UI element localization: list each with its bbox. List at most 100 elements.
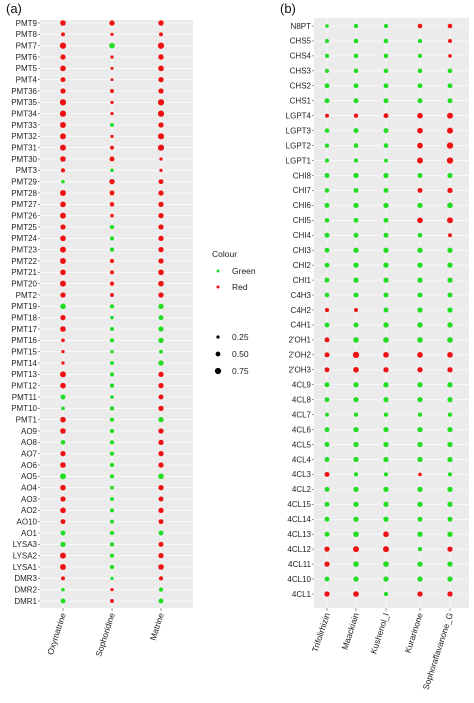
- row-label-pmt13: PMT13: [11, 370, 37, 379]
- point-ao2-oxymatrine: [60, 507, 66, 514]
- row-label-chi3: CHI3: [293, 246, 312, 255]
- point-2-oh3-kurarinone: [417, 367, 423, 373]
- point-ao6-sophoridine: [109, 462, 115, 468]
- row-label-pmt9: PMT9: [16, 19, 38, 28]
- point-4cl10-trifolirhizin: [324, 576, 330, 582]
- point-chi7-kushenol-i: [383, 187, 389, 193]
- panel-a-column-labels: Oxymatrine Sophoridine Matrine: [45, 608, 166, 658]
- point-c4h2-kushenol-i: [383, 307, 389, 313]
- point-ao4-oxymatrine: [60, 484, 66, 491]
- row-label-dmr1: DMR1: [14, 597, 37, 606]
- row-label-chi4: CHI4: [293, 231, 312, 240]
- point-chs1-maackiain: [353, 98, 359, 104]
- point-lgpt4-maackiain: [353, 113, 359, 118]
- point-ao8-oxymatrine: [60, 440, 66, 445]
- point-pmt14-oxymatrine: [61, 361, 65, 365]
- point-dmr1-matrine: [158, 598, 164, 604]
- point-4cl6-maackiain: [353, 426, 359, 433]
- point-4cl14-sophoraflavanone-g: [447, 516, 453, 522]
- point-pmt11-matrine: [158, 394, 164, 400]
- row-label-2-oh2: 2'OH2: [289, 351, 312, 360]
- row-label-n8pt: N8PT: [291, 22, 312, 31]
- point-4cl10-kushenol-i: [383, 576, 389, 582]
- point-pmt24-oxymatrine: [60, 235, 66, 242]
- point-ao8-sophoridine: [109, 440, 115, 445]
- point-lysa2-oxymatrine: [60, 552, 66, 559]
- point-dmr2-matrine: [158, 587, 164, 592]
- row-label-ao2: AO2: [21, 506, 38, 515]
- panel-b-points: [324, 23, 454, 597]
- point-chs1-kushenol-i: [383, 98, 389, 104]
- point-lgpt1-kushenol-i: [384, 158, 388, 163]
- point-pmt16-matrine: [158, 337, 164, 343]
- point-n8pt-kushenol-i: [383, 23, 389, 29]
- point-4cl11-trifolirhizin: [324, 561, 330, 567]
- point-ao3-matrine: [158, 496, 164, 502]
- point-pmt17-matrine: [158, 326, 164, 332]
- point-4cl3-maackiain: [353, 472, 359, 477]
- point-2-oh2-kushenol-i: [383, 352, 389, 358]
- point-ao7-matrine: [158, 451, 164, 457]
- point-ao10-matrine: [158, 519, 164, 525]
- panel-a-tag: (a): [6, 1, 22, 16]
- point-4cl6-sophoraflavanone-g: [447, 426, 453, 433]
- point-pmt9-oxymatrine: [60, 20, 66, 26]
- point-pmt1-matrine: [158, 417, 164, 423]
- point-chs5-trifolirhizin: [324, 38, 330, 44]
- point-pmt18-oxymatrine: [60, 315, 66, 321]
- row-label-lgpt2: LGPT2: [286, 141, 312, 150]
- point-pmt4-sophoridine: [110, 78, 114, 82]
- point-4cl6-kurarinone: [417, 426, 423, 433]
- point-chi7-kurarinone: [417, 187, 423, 193]
- row-label-chi6: CHI6: [293, 201, 312, 210]
- row-label-lgpt4: LGPT4: [286, 111, 312, 120]
- point-pmt30-sophoridine: [109, 156, 115, 162]
- point-chi6-kushenol-i: [383, 202, 389, 209]
- row-label-c4h2: C4H2: [291, 306, 312, 315]
- row-label-pmt24: PMT24: [11, 234, 37, 243]
- legend-size-025-key: [216, 335, 220, 339]
- row-label-ao8: AO8: [21, 438, 38, 447]
- point-lysa1-oxymatrine: [60, 564, 66, 570]
- panel-b-background: [314, 18, 469, 608]
- point-c4h1-sophoraflavanone-g: [447, 322, 453, 328]
- point-ao7-oxymatrine: [60, 451, 66, 457]
- point-pmt22-sophoridine: [109, 258, 115, 264]
- point-chi1-kurarinone: [417, 277, 423, 283]
- point-pmt31-matrine: [157, 144, 165, 151]
- point-4cl5-sophoraflavanone-g: [447, 441, 453, 448]
- point-n8pt-kurarinone: [417, 23, 423, 29]
- point-pmt6-sophoridine: [110, 55, 114, 59]
- point-ao4-sophoridine: [110, 485, 114, 490]
- point-chi5-sophoraflavanone-g: [447, 217, 453, 224]
- point-pmt4-matrine: [158, 77, 164, 83]
- point-4cl8-kushenol-i: [383, 397, 389, 403]
- point-4cl7-kurarinone: [417, 412, 423, 417]
- point-4cl4-kushenol-i: [383, 456, 389, 463]
- panel-b-tag: (b): [280, 1, 296, 16]
- point-pmt36-sophoridine: [110, 89, 114, 93]
- point-chs4-kurarinone: [417, 53, 423, 59]
- point-lgpt1-sophoraflavanone-g: [446, 157, 454, 164]
- point-pmt3-matrine: [159, 168, 163, 172]
- point-lgpt2-kushenol-i: [383, 143, 389, 148]
- point-chi8-kurarinone: [417, 173, 423, 178]
- legend-size-075-label: 0.75: [232, 366, 249, 376]
- point-chi3-sophoraflavanone-g: [447, 247, 453, 253]
- point-pmt5-sophoridine: [110, 66, 114, 70]
- row-label-pmt28: PMT28: [11, 189, 37, 198]
- point-4cl10-kurarinone: [417, 576, 423, 582]
- point-c4h2-trifolirhizin: [324, 307, 330, 313]
- point-4cl3-kurarinone: [418, 472, 422, 477]
- point-pmt10-sophoridine: [109, 406, 115, 411]
- point-pmt21-matrine: [158, 269, 164, 276]
- point-ao5-sophoridine: [109, 474, 115, 479]
- point-pmt35-sophoridine: [110, 100, 114, 104]
- point-4cl1-trifolirhizin: [324, 591, 330, 597]
- legend-size-050-label: 0.50: [232, 349, 249, 359]
- point-pmt34-sophoridine: [110, 112, 114, 116]
- point-chs5-kurarinone: [417, 38, 423, 44]
- point-chi6-kurarinone: [417, 202, 423, 209]
- row-label-4cl3: 4CL3: [292, 470, 312, 479]
